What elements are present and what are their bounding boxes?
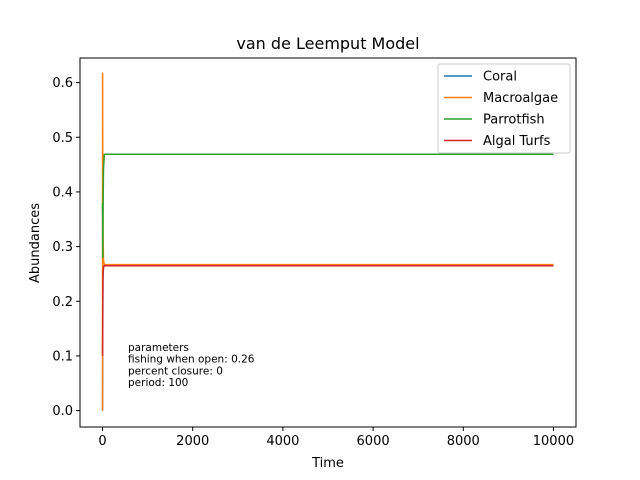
y-tick-label-6: 0.6 — [52, 76, 73, 91]
y-tick-label-5: 0.5 — [52, 131, 73, 146]
legend-label-3: Algal Turfs — [483, 134, 551, 149]
y-tick-label-2: 0.2 — [52, 295, 73, 310]
x-axis-label: Time — [311, 456, 344, 471]
x-tick-label-5: 10000 — [533, 434, 574, 449]
annotation-line-3: period: 100 — [128, 377, 188, 389]
x-tick-label-4: 8000 — [447, 434, 480, 449]
legend-box — [437, 63, 571, 154]
legend-label-1: Macroalgae — [483, 91, 558, 106]
y-tick-label-0: 0.0 — [52, 404, 73, 419]
y-axis-label: Abundances — [28, 203, 43, 283]
legend: Coral Macroalgae Parrotfish Algal Turfs — [437, 63, 571, 154]
annotation-line-0: parameters — [128, 342, 189, 354]
legend-label-2: Parrotfish — [483, 113, 545, 128]
x-tick-label-3: 6000 — [357, 434, 390, 449]
y-tick-label-1: 0.1 — [52, 349, 73, 364]
series-line-algal-turfs — [101, 264, 554, 356]
plot-frame — [79, 57, 577, 428]
y-tick-label-4: 0.4 — [52, 185, 73, 200]
series-line-parrotfish — [101, 153, 554, 259]
annotation-line-1: fishing when open: 0.26 — [128, 354, 255, 366]
annotation-line-2: percent closure: 0 — [128, 365, 223, 377]
x-tick-label-0: 0 — [98, 434, 106, 449]
chart-title: van de Leemput Model — [236, 34, 419, 53]
x-tick-label-1: 2000 — [176, 434, 209, 449]
x-tick-label-2: 4000 — [266, 434, 299, 449]
y-tick-label-3: 0.3 — [52, 240, 73, 255]
legend-label-0: Coral — [483, 70, 517, 85]
